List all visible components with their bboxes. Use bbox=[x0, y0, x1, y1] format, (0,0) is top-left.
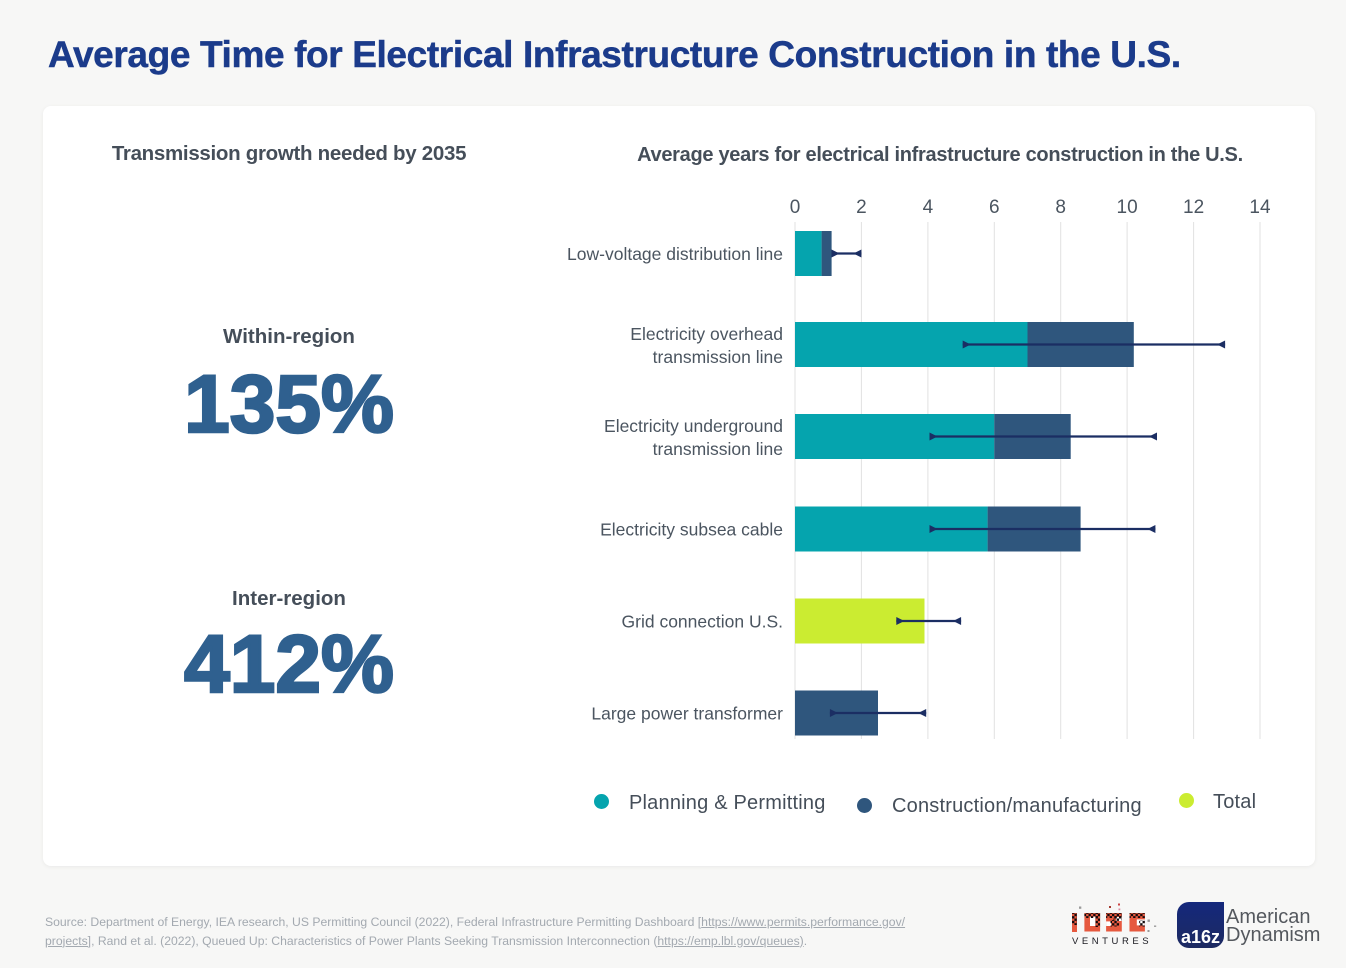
svg-text:Low-voltage distribution line: Low-voltage distribution line bbox=[567, 244, 783, 264]
svg-text:transmission line: transmission line bbox=[653, 439, 783, 459]
svg-text:0: 0 bbox=[790, 197, 801, 218]
svg-text:Large power transformer: Large power transformer bbox=[591, 704, 783, 724]
svg-text:6: 6 bbox=[989, 197, 1000, 218]
svg-text:12: 12 bbox=[1183, 197, 1204, 218]
svg-text:10: 10 bbox=[1117, 197, 1138, 218]
svg-text:8: 8 bbox=[1055, 197, 1066, 218]
svg-text:transmission line: transmission line bbox=[653, 347, 783, 367]
svg-text:Electricity overhead: Electricity overhead bbox=[630, 324, 783, 344]
svg-text:14: 14 bbox=[1249, 197, 1271, 218]
svg-text:2: 2 bbox=[856, 197, 867, 218]
svg-text:Electricity underground: Electricity underground bbox=[604, 416, 783, 436]
svg-text:VENTURES: VENTURES bbox=[1072, 936, 1152, 947]
svg-text:Electricity subsea cable: Electricity subsea cable bbox=[600, 520, 783, 540]
svg-text:4: 4 bbox=[923, 197, 934, 218]
svg-text:Grid connection U.S.: Grid connection U.S. bbox=[622, 612, 783, 632]
